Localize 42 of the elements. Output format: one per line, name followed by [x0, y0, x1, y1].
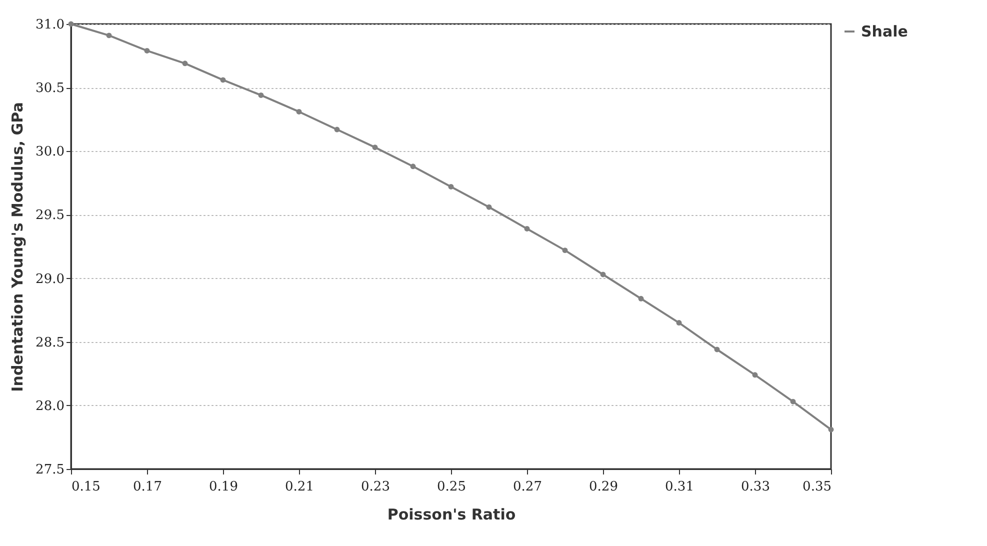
point [334, 126, 340, 132]
y-tick-label: 30.5 [36, 81, 64, 96]
x-tick-label: 0.15 [72, 480, 100, 494]
y-tick-label: 28.0 [36, 398, 64, 414]
y-tick-label: 27.5 [36, 462, 64, 478]
x-tick-label: 0.35 [802, 480, 832, 494]
y-tick-label: 29.0 [36, 272, 64, 287]
y-axis-title: Indentation Young's Modulus, GPa [8, 102, 27, 392]
point [828, 426, 834, 432]
x-tick-label: 0.31 [665, 480, 694, 494]
point [182, 60, 188, 66]
point [524, 226, 530, 232]
point [638, 296, 644, 302]
point [714, 346, 720, 352]
y-tick-label: 30.0 [36, 144, 64, 160]
x-tick-label: 0.21 [285, 480, 314, 494]
point [448, 184, 454, 190]
point [486, 204, 492, 210]
point [790, 398, 796, 404]
x-tick-label: 0.27 [513, 480, 542, 494]
point [144, 48, 150, 54]
y-tick-label: 28.5 [36, 335, 64, 350]
point [562, 248, 568, 254]
point [752, 372, 758, 378]
x-tick-label: 0.29 [589, 480, 618, 494]
point [220, 77, 226, 83]
y-tick-label: 31.0 [36, 18, 64, 32]
point [372, 144, 378, 150]
x-tick-label: 0.19 [209, 480, 238, 494]
point [106, 32, 112, 38]
y-tick-label: 29.5 [36, 208, 64, 224]
x-tick-label: 0.23 [361, 480, 390, 494]
x-tick-label: 0.33 [741, 480, 770, 494]
x-tick-label: 0.25 [437, 480, 466, 494]
x-axis-title: Poisson's Ratio [387, 506, 516, 524]
legend-label: Shale [861, 22, 908, 40]
x-tick-label: 0.17 [133, 480, 162, 494]
point [258, 92, 264, 98]
point [410, 164, 416, 170]
point [296, 108, 302, 114]
point [676, 320, 682, 326]
point [600, 272, 606, 278]
